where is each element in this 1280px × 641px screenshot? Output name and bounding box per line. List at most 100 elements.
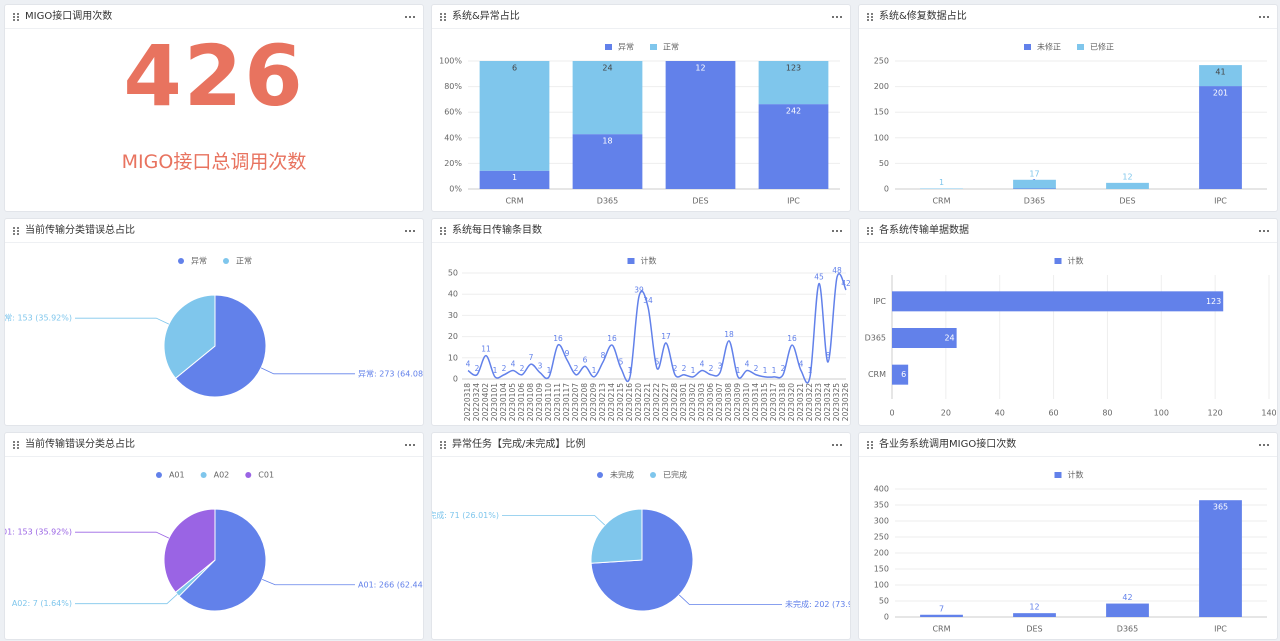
icon-dot (17, 230, 19, 232)
value-label: 2 (502, 364, 507, 373)
x-tick-label: 20230101 (490, 383, 499, 421)
drag-handle[interactable] (439, 5, 447, 29)
legend-label: 计数 (1068, 470, 1084, 480)
panel-header[interactable]: 各系统传输单据数据 (859, 219, 1277, 243)
x-tick-label: 20230309 (733, 383, 742, 421)
menu-button[interactable] (1257, 433, 1271, 457)
value-label: 3 (538, 362, 543, 371)
menu-button[interactable] (1257, 219, 1271, 243)
value-label: 1 (493, 366, 498, 375)
value-label: 异常: 273 (64.08%) (358, 369, 424, 378)
value-label: 242 (786, 107, 801, 116)
icon-dot (871, 447, 873, 449)
drag-handle[interactable] (439, 433, 447, 457)
bar (892, 291, 1224, 312)
icon-dot (867, 447, 869, 449)
legend-swatch (1054, 472, 1062, 478)
menu-button[interactable] (1257, 5, 1271, 29)
y-tick-label: 200 (874, 549, 889, 558)
icon-dot (840, 444, 842, 446)
value-label: 5 (655, 357, 660, 366)
drag-handle[interactable] (866, 433, 874, 457)
value-label: 16 (553, 334, 563, 343)
icon-dot (832, 230, 834, 232)
x-tick-label: 20230314 (751, 383, 760, 421)
icon-dot (444, 441, 446, 443)
y-tick-label: 150 (874, 565, 889, 574)
value-label: 8 (826, 351, 831, 360)
drag-handle[interactable] (439, 219, 447, 243)
drag-handle[interactable] (12, 5, 20, 29)
icon-dot (840, 230, 842, 232)
legend-label: 已修正 (1090, 42, 1114, 52)
y-tick-label: 250 (874, 533, 889, 542)
pie-slice (174, 294, 267, 398)
icon-dot (867, 227, 869, 229)
drag-handle[interactable] (866, 219, 874, 243)
y-tick-label: 80% (444, 82, 462, 91)
value-label: 2 (781, 364, 786, 373)
legend: 计数 (1054, 470, 1084, 480)
panel-header[interactable]: 当前传输分类错误总占比 (5, 219, 423, 243)
value-label: 1 (547, 366, 552, 375)
bar (758, 61, 829, 105)
bar (1199, 86, 1242, 189)
icon-dot (13, 444, 15, 446)
value-label: 18 (602, 137, 612, 146)
icon-dot (440, 13, 442, 15)
chart-panel: 当前传输错误分类总占比 A01 A02 C01 A01: 266 (62.44%) A02… (4, 432, 424, 640)
legend: 异常 正常 (178, 257, 252, 266)
icon-dot (13, 441, 15, 443)
x-tick-label: 20230322 (805, 383, 814, 421)
drag-handle[interactable] (12, 433, 20, 457)
y-tick-label: 20 (448, 332, 458, 341)
icon-dot (444, 16, 446, 18)
value-label: 201 (1213, 89, 1228, 98)
panel-header[interactable]: 当前传输错误分类总占比 (5, 433, 423, 457)
drag-handle[interactable] (866, 5, 874, 29)
value-label: 48 (832, 266, 842, 275)
leader-line (502, 515, 606, 526)
value-label: 6 (583, 355, 588, 364)
y-tick-label: 250 (874, 57, 889, 66)
menu-button[interactable] (403, 5, 417, 29)
legend: 计数 (627, 256, 657, 266)
panel-header[interactable]: 系统每日传输条目数 (432, 219, 850, 243)
bar (1013, 188, 1056, 189)
y-tick-label: D365 (865, 334, 886, 343)
panel-title: 异常任务【完成/未完成】比例 (452, 439, 586, 450)
drag-handle[interactable] (12, 219, 20, 243)
y-tick-label: 400 (874, 485, 889, 494)
panel-header[interactable]: 各业务系统调用MIGO接口次数 (859, 433, 1277, 457)
x-tick-label: DES (1119, 197, 1135, 206)
x-tick-label: 20230307 (715, 383, 724, 421)
panel-header[interactable]: 系统&异常占比 (432, 5, 850, 29)
x-tick-label: 20230222 (652, 383, 661, 421)
icon-dot (871, 13, 873, 15)
menu-button[interactable] (830, 219, 844, 243)
panel-header[interactable]: MIGO接口调用次数 (5, 5, 423, 29)
panel-title: 系统每日传输条目数 (452, 225, 542, 236)
legend-label: C01 (258, 471, 274, 480)
panel-header[interactable]: 系统&修复数据占比 (859, 5, 1277, 29)
menu-button[interactable] (403, 433, 417, 457)
panel-title: 系统&修复数据占比 (879, 11, 967, 22)
icon-dot (444, 233, 446, 235)
y-tick-label: 40% (444, 133, 462, 142)
bar (572, 61, 643, 135)
panel-header[interactable]: 异常任务【完成/未完成】比例 (432, 433, 850, 457)
x-tick-label: 20230104 (499, 383, 508, 421)
menu-button[interactable] (830, 5, 844, 29)
value-label: 未完成: 202 (73.99%) (785, 599, 851, 609)
x-tick-label: 20 (941, 409, 951, 418)
icon-dot (1259, 16, 1261, 18)
legend: 未完成 已完成 (597, 470, 687, 480)
menu-button[interactable] (403, 219, 417, 243)
icon-dot (444, 230, 446, 232)
menu-button[interactable] (830, 433, 844, 457)
icon-dot (871, 441, 873, 443)
value-label: 2 (520, 364, 525, 373)
x-tick-label: 120 (1208, 409, 1223, 418)
y-tick-label: 100 (874, 133, 889, 142)
